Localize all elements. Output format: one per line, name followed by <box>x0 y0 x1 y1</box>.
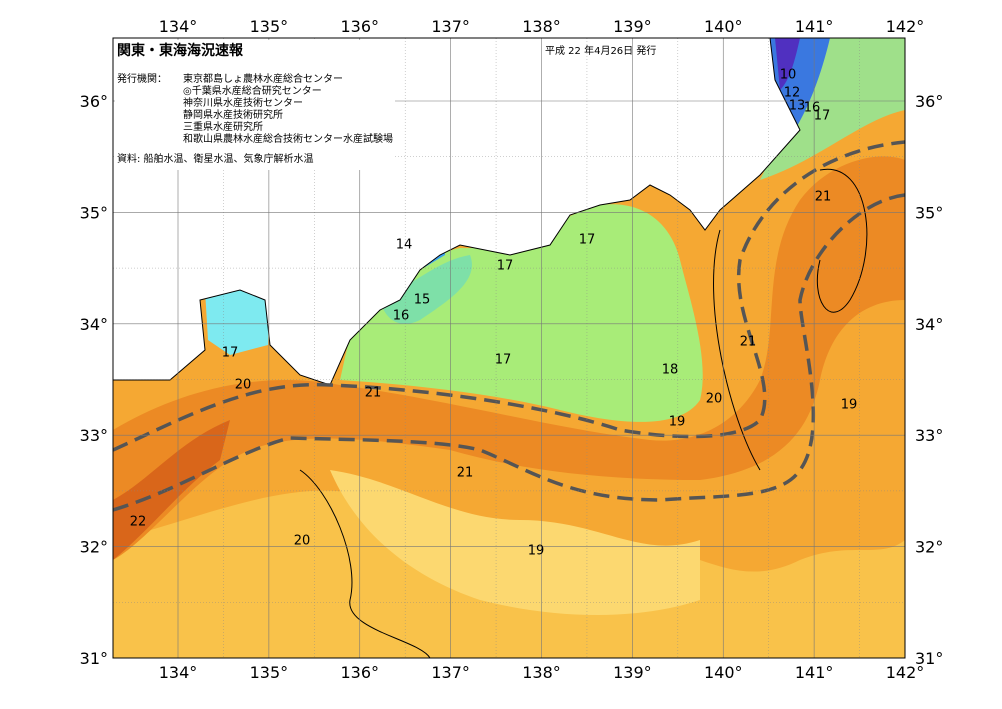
lon-label: 142° <box>886 17 925 36</box>
contour-label: 21 <box>815 190 832 205</box>
lon-label: 138° <box>522 663 561 682</box>
lon-label: 136° <box>340 663 379 682</box>
cold-north <box>775 38 800 90</box>
issuer: 静岡県水産技術研究所 <box>183 108 283 121</box>
lon-label: 139° <box>613 663 652 682</box>
issuer: 東京都島しょ農林水産総合センター <box>183 72 343 85</box>
contour-label: 19 <box>528 544 545 559</box>
kuroshio-core <box>113 420 230 560</box>
contour-label: 13 <box>789 99 806 114</box>
kuroshio-warm <box>113 156 905 561</box>
lat-label: 35° <box>915 203 943 222</box>
contour-label: 10 <box>780 68 797 83</box>
sst-field <box>113 38 905 658</box>
contour-label: 17 <box>579 233 596 248</box>
contour-label: 17 <box>222 346 239 361</box>
contour-label: 16 <box>804 101 821 116</box>
contour-label: 20 <box>706 392 723 407</box>
issue-date: 平成 22 年4月26日 発行 <box>545 44 656 57</box>
lon-label: 140° <box>704 17 743 36</box>
lat-label: 36° <box>80 92 108 111</box>
contour-label: 17 <box>495 353 512 368</box>
issuer: 三重県水産研究所 <box>183 120 263 133</box>
map-frame <box>112 37 906 659</box>
lat-label: 33° <box>80 426 108 445</box>
header-box <box>115 40 395 170</box>
issuer: 和歌山県農林水産総合技術センター水産試験場 <box>183 132 393 145</box>
contour-label: 15 <box>414 293 431 308</box>
isotherm <box>299 168 868 658</box>
sea-cool <box>330 470 700 615</box>
lon-label: 137° <box>431 663 470 682</box>
lat-label: 32° <box>915 538 943 557</box>
lon-label: 136° <box>340 17 379 36</box>
lon-label: 142° <box>886 663 925 682</box>
lon-label: 134° <box>159 17 198 36</box>
issuer: ◎千葉県水産総合研究センター <box>183 84 322 97</box>
lon-label: 139° <box>613 17 652 36</box>
contour-label: 14 <box>396 238 413 253</box>
contour-label: 21 <box>740 335 757 350</box>
kuroshio-edge <box>113 193 905 512</box>
title: 関東・東海海況速報 <box>117 42 244 59</box>
contour-label: 20 <box>235 378 252 393</box>
contour-label: 16 <box>393 309 410 324</box>
contour-label: 20 <box>294 534 311 549</box>
lon-label: 141° <box>795 663 834 682</box>
contour-label: 17 <box>814 109 831 124</box>
contour-label: 17 <box>497 259 514 274</box>
contour-label: 21 <box>365 386 382 401</box>
contour-label: 18 <box>662 363 679 378</box>
data-source: 資料: 船舶水温、衛星水温、気象庁解析水温 <box>117 152 314 165</box>
lat-label: 34° <box>915 315 943 334</box>
contour-label: 22 <box>130 515 147 530</box>
lon-label: 135° <box>250 17 289 36</box>
cool-water <box>340 204 703 422</box>
lon-label: 135° <box>250 663 289 682</box>
lat-label: 33° <box>915 426 943 445</box>
issuer: 神奈川県水産技術センター <box>183 96 303 109</box>
lat-label: 36° <box>915 92 943 111</box>
lon-label: 134° <box>159 663 198 682</box>
lat-label: 31° <box>80 649 108 668</box>
contour-label: 19 <box>841 398 858 413</box>
lat-label: 35° <box>80 203 108 222</box>
lat-label: 31° <box>915 649 943 668</box>
lon-label: 141° <box>795 17 834 36</box>
cool-water <box>380 255 472 324</box>
bay-cold <box>205 290 270 355</box>
lon-label: 138° <box>522 17 561 36</box>
contour-label: 19 <box>669 415 686 430</box>
lat-label: 32° <box>80 538 108 557</box>
kuroshio-axis <box>113 140 905 452</box>
contour-label: 12 <box>784 86 801 101</box>
contour-label: 21 <box>457 466 474 481</box>
lon-label: 137° <box>431 17 470 36</box>
lon-label: 140° <box>704 663 743 682</box>
lat-label: 34° <box>80 315 108 334</box>
issuer-label: 発行機関： <box>117 72 167 85</box>
